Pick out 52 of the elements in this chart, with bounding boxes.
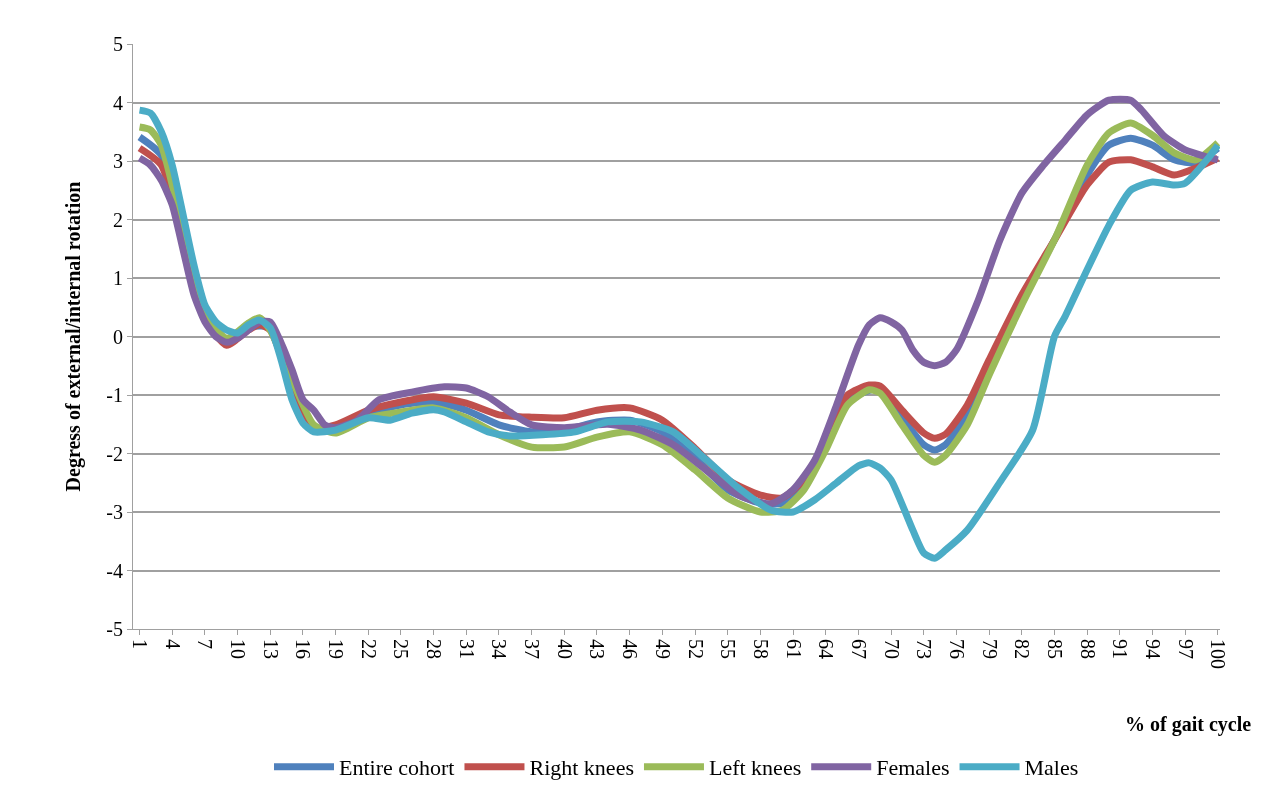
legend-label: Right knees [529, 755, 634, 781]
x-tick-label: 1 [129, 639, 152, 649]
x-tick-label: 31 [455, 639, 478, 659]
x-tick-label: 88 [1076, 639, 1099, 659]
x-tick-label: 7 [194, 639, 217, 649]
x-tick-label: 37 [521, 639, 544, 659]
x-tick-label: 40 [553, 639, 576, 659]
y-tick-label: -4 [106, 559, 123, 582]
y-tick-label: 5 [113, 33, 123, 55]
x-tick-label: 58 [749, 639, 772, 659]
x-tick-label: 28 [423, 639, 446, 659]
x-tick-label: 52 [684, 639, 707, 659]
x-tick-label: 100 [1207, 639, 1230, 669]
y-tick-label: -1 [106, 384, 123, 406]
x-tick-label: 19 [325, 639, 348, 659]
x-tick-label: 16 [292, 639, 315, 659]
x-axis-title: % of gait cycle [1125, 713, 1252, 736]
x-tick-label: 79 [978, 639, 1001, 659]
x-tick-label: 76 [945, 639, 968, 659]
x-tick-label: 70 [880, 639, 903, 659]
y-tick-label: 0 [113, 325, 123, 348]
x-tick-label: 82 [1011, 639, 1034, 659]
legend-label: Females [876, 755, 950, 781]
legend-label: Left knees [708, 755, 802, 781]
x-tick-label: 55 [717, 639, 740, 659]
x-tick-label: 94 [1141, 639, 1164, 659]
y-tick-label: -2 [106, 442, 123, 465]
y-tick-label: -5 [106, 618, 123, 640]
x-tick-label: 10 [227, 639, 250, 659]
y-tick-label: -3 [106, 501, 123, 523]
x-tick-label: 85 [1043, 639, 1066, 659]
y-tick-label: 1 [113, 267, 123, 289]
x-tick-label: 73 [913, 639, 936, 659]
x-tick-label: 13 [259, 639, 282, 659]
legend-label: Entire cohort [339, 755, 455, 781]
x-tick-label: 43 [586, 639, 609, 659]
x-tick-label: 4 [161, 639, 184, 649]
x-tick-label: 67 [847, 639, 870, 659]
x-tick-label: 46 [619, 639, 642, 659]
y-tick-label: 4 [113, 91, 123, 114]
x-tick-label: 34 [488, 639, 511, 659]
x-tick-label: 64 [815, 639, 838, 659]
x-tick-label: 25 [390, 639, 413, 659]
y-tick-label: 3 [113, 150, 123, 172]
x-tick-label: 97 [1174, 639, 1197, 659]
x-tick-label: 49 [651, 639, 674, 659]
x-tick-label: 61 [782, 639, 805, 659]
y-tick-label: 2 [113, 208, 123, 231]
legend-label: Males [1024, 755, 1079, 781]
y-axis-title: Degress of external/internal rotation [61, 181, 85, 492]
x-tick-label: 91 [1109, 639, 1132, 659]
x-tick-label: 22 [357, 639, 380, 659]
